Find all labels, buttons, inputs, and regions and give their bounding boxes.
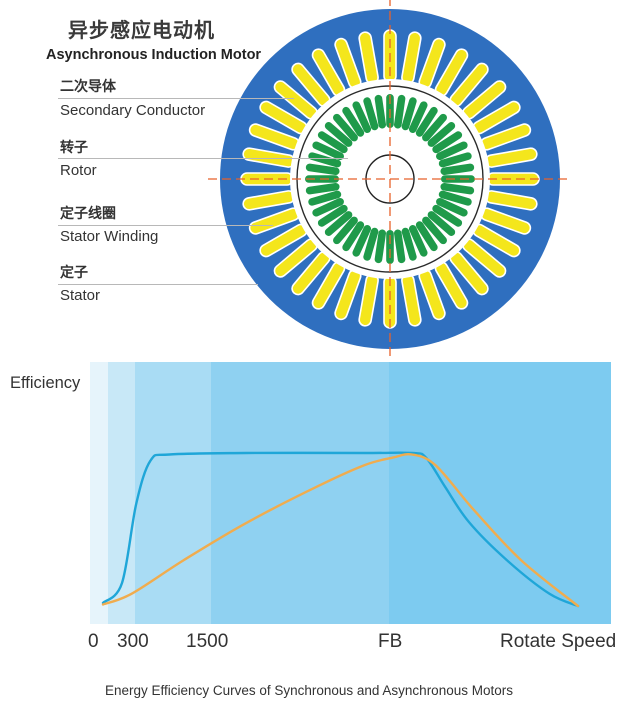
rotor-bar [432,131,463,154]
x-tick-fb: FB [378,631,403,652]
rotor-bar [317,204,348,227]
leader-line-stator-winding [58,225,273,226]
rotor-bar [436,197,468,217]
leader-line-rotor [58,158,348,159]
rotor-bar [438,152,472,168]
rotor-bar [415,221,438,252]
rotor-bar [393,94,406,129]
rotor-bar [415,106,438,137]
rotor-bar [352,225,372,257]
rotor-bar [324,122,353,147]
label-stator-winding-en: Stator Winding [60,228,159,245]
rotor-bar [333,216,358,245]
label-stator-cn: 定子 [60,265,88,281]
rotor-bar [408,101,428,133]
rotor-bar [308,190,342,206]
rotor-bar [427,211,456,236]
motor-cross-section [208,0,572,361]
efficiency-curves [101,451,580,608]
chart-y-label: Efficiency [10,374,81,392]
speed-band [135,362,211,624]
motor-title-en: Asynchronous Induction Motor [46,47,262,63]
rotor-bar [312,197,344,217]
label-secondary-conductor-cn: 二次导体 [60,79,116,95]
rotor-bar [352,101,372,133]
x-tick-1500: 1500 [186,631,229,652]
x-tick-300: 300 [117,631,149,652]
rotor-bar [408,225,428,257]
label-secondary-conductor-en: Secondary Conductor [60,102,206,119]
rotor-bar [342,221,365,252]
x-tick-0: 0 [88,631,99,652]
rotor-bar [308,152,342,168]
rotor-bar [317,131,348,154]
efficiency-curve-blue [101,451,580,608]
speed-band [389,362,611,624]
rotor-bar [363,227,379,261]
speed-band [211,362,389,624]
rotor-bar [441,175,475,183]
rotor-bar [324,211,353,236]
rotor-bar [438,190,472,206]
rotor-bar [374,94,387,129]
rotor-bar [363,97,379,131]
label-stator-en: Stator [60,287,101,304]
rotor-bar [432,204,463,227]
rotor-bar [374,229,387,264]
rotor-bar [436,141,468,161]
speed-band [90,362,108,624]
label-rotor-en: Rotor [60,162,97,179]
label-rotor-cn: 转子 [60,140,88,156]
rotor-bar [305,163,340,176]
rotor-bar [386,230,394,264]
rotor-bar [440,182,475,195]
rotor-bar [333,113,358,142]
rotor-bar [422,216,447,245]
rotor-bar [401,227,417,261]
rotor-bar [393,229,406,264]
rotor-bar [440,163,475,176]
rotor-bar [305,182,340,195]
rotor-bar [342,106,365,137]
efficiency-curve-orange [101,453,580,608]
leader-line-secondary-conductor [58,98,294,99]
speed-bands [90,362,611,624]
speed-band [108,362,135,624]
motor-title-cn: 异步感应电动机 [68,18,215,42]
leader-line-stator [58,284,258,285]
label-stator-winding-cn: 定子线圈 [60,206,116,222]
rotor-bar [427,122,456,147]
rotor-bar [401,97,417,131]
rotor-bar [422,113,447,142]
rotor-bar [312,141,344,161]
chart-caption: Energy Efficiency Curves of Synchronous … [105,683,513,698]
chart-x-label: Rotate Speed [500,631,617,652]
